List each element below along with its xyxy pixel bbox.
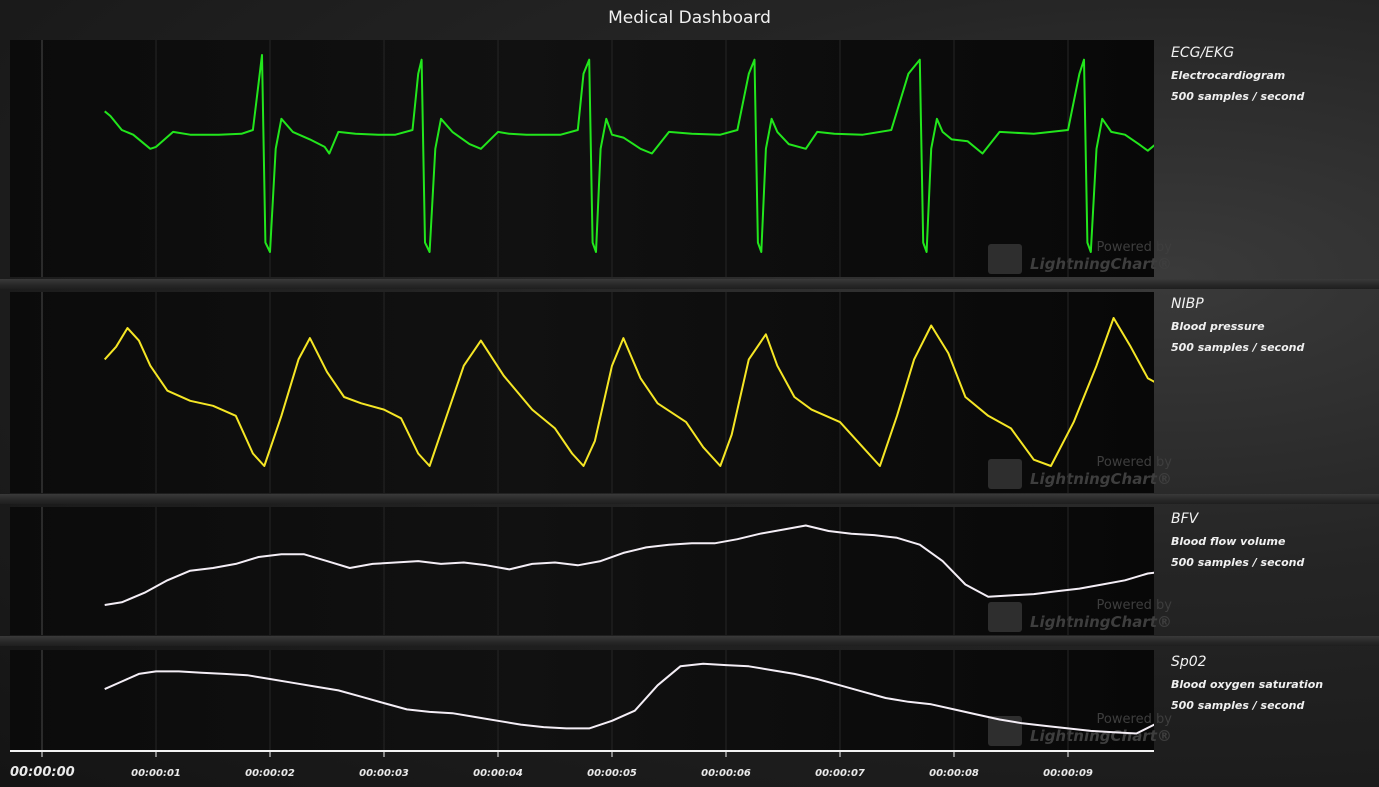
series-line-ecg-ekg: [104, 54, 1154, 253]
watermark-line2: LightningChart®: [1030, 613, 1172, 631]
spo2-panel: [10, 650, 1154, 750]
watermark-line1: Powered by: [1096, 240, 1172, 255]
channel-name: BFV: [1171, 511, 1199, 527]
watermark-line2: LightningChart®: [1030, 255, 1172, 273]
channel-rate: 500 samples / second: [1171, 556, 1305, 569]
channel-rate: 500 samples / second: [1171, 699, 1305, 712]
series-line-sp02: [104, 662, 1154, 735]
channel-name: ECG/EKG: [1171, 45, 1235, 61]
x-tick-label: 00:00:01: [131, 768, 181, 779]
channel-name: Sp02: [1171, 654, 1207, 670]
channel-rate: 500 samples / second: [1171, 341, 1305, 354]
signal-plot: [10, 40, 1154, 757]
x-tick-label: 00:00:02: [245, 768, 295, 779]
panel-divider: [0, 494, 1379, 504]
channel-description: Blood oxygen saturation: [1171, 678, 1324, 691]
series-line-bfv: [104, 524, 1154, 606]
lightningchart-logo-icon: [988, 244, 1022, 274]
x-tick-label: 00:00:00: [10, 765, 75, 780]
bfv-info: BFV Blood flow volume 500 samples / seco…: [1171, 511, 1304, 569]
watermark-line1: Powered by: [1096, 455, 1172, 470]
channel-rate: 500 samples / second: [1171, 90, 1305, 103]
x-tick-label: 00:00:08: [929, 768, 979, 779]
nibp-info: NIBP Blood pressure 500 samples / second: [1171, 296, 1304, 354]
watermark: Powered by LightningChart®: [988, 240, 1172, 274]
channel-description: Blood flow volume: [1171, 535, 1286, 548]
panel-divider: [0, 636, 1379, 646]
ecg-info: ECG/EKG Electrocardiogram 500 samples / …: [1171, 45, 1304, 103]
watermark-line1: Powered by: [1096, 598, 1172, 613]
dashboard-title: Medical Dashboard: [608, 8, 771, 28]
x-tick-label: 00:00:06: [701, 768, 751, 779]
x-tick-label: 00:00:07: [815, 768, 865, 779]
channel-name: NIBP: [1171, 296, 1204, 312]
watermark-line2: LightningChart®: [1030, 470, 1172, 488]
watermark: Powered by LightningChart®: [988, 598, 1172, 632]
x-tick-label: 00:00:09: [1043, 768, 1093, 779]
channel-description: Electrocardiogram: [1171, 69, 1286, 82]
watermark-line1: Powered by: [1096, 712, 1172, 727]
lightningchart-logo-icon: [988, 602, 1022, 632]
lightningchart-logo-icon: [988, 459, 1022, 489]
watermark: Powered by LightningChart®: [988, 455, 1172, 489]
spo2-info: Sp02 Blood oxygen saturation 500 samples…: [1171, 654, 1323, 712]
x-tick-label: 00:00:05: [587, 768, 637, 779]
x-tick-label: 00:00:04: [473, 768, 523, 779]
watermark-line2: LightningChart®: [1030, 727, 1172, 745]
panel-divider: [0, 279, 1379, 289]
channel-description: Blood pressure: [1171, 320, 1265, 333]
bfv-panel: [10, 507, 1154, 635]
series-line-nibp: [103, 317, 1154, 467]
x-tick-label: 00:00:03: [359, 768, 409, 779]
